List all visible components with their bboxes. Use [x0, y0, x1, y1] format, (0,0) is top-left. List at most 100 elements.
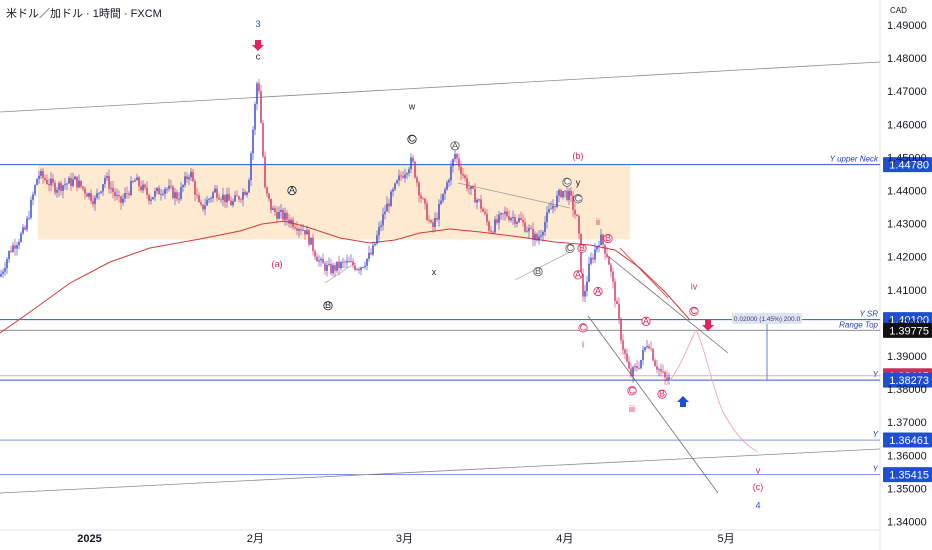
candle-body	[560, 190, 562, 198]
wave-labels: 2/33cwCAA(b)CyCiiBBC(a)xBAABivCACiCBiiiv…	[252, 19, 763, 511]
candle-body	[536, 234, 538, 241]
candle-body	[66, 183, 68, 185]
candle-body	[226, 194, 228, 203]
level-label: Range Top	[839, 320, 878, 329]
candle-body	[548, 209, 550, 213]
candle-body	[480, 199, 482, 209]
candle-body	[664, 372, 666, 378]
candle-body	[296, 228, 298, 231]
candle-body	[368, 252, 370, 259]
candle-body	[504, 211, 506, 214]
candle-body	[128, 193, 130, 196]
candle-body	[438, 203, 440, 220]
measure-tool: 0.02000 (1.45%) 200.0	[732, 313, 802, 381]
candle-body	[84, 188, 86, 194]
candle-body	[238, 196, 240, 200]
candle-body	[588, 263, 590, 282]
candle-body	[510, 218, 512, 221]
candle-body	[486, 213, 488, 222]
candle-body	[236, 195, 238, 197]
candle-body	[110, 187, 112, 189]
trendline	[324, 262, 356, 284]
candle-body	[72, 179, 74, 186]
candle-body	[564, 190, 566, 192]
candle-body	[446, 182, 448, 190]
candle-body	[18, 241, 20, 246]
wave-label-circle	[641, 316, 651, 326]
candle-body	[360, 267, 362, 271]
candle-body	[198, 195, 200, 203]
wave-label: C	[575, 193, 582, 203]
price-tick-label: 1.48000	[887, 53, 927, 65]
candle-body	[194, 181, 196, 195]
candle-body	[538, 236, 540, 241]
candle-body	[338, 261, 340, 269]
candle-body	[46, 179, 48, 185]
candle-body	[254, 104, 256, 130]
candle-body	[590, 257, 592, 264]
candle-body	[74, 176, 76, 180]
candle-body	[642, 350, 644, 360]
candle-body	[474, 188, 476, 203]
candle-body	[118, 195, 120, 197]
wave-label-circle	[593, 286, 603, 297]
candle-body	[414, 161, 416, 178]
candle-body	[16, 245, 18, 249]
wave-label: C	[580, 322, 587, 332]
candle-body	[44, 177, 46, 180]
candle-body	[568, 190, 570, 200]
candle-body	[88, 193, 90, 197]
candle-body	[404, 174, 406, 178]
candle-body	[604, 244, 606, 254]
wave-label: B	[325, 300, 331, 310]
range-zone	[38, 164, 630, 240]
candle-body	[184, 176, 186, 186]
candle-body	[644, 347, 646, 351]
candle-body	[92, 200, 94, 205]
wave-label-circle	[657, 389, 667, 399]
candle-body	[400, 175, 402, 177]
wave-label-circle	[450, 141, 460, 151]
candle-body	[120, 196, 122, 203]
candle-body	[298, 229, 300, 231]
wave-label: 3	[255, 19, 260, 29]
candle-body	[20, 233, 22, 242]
price-tick-label: 1.39000	[887, 351, 927, 363]
candle-body	[608, 257, 610, 265]
candle-body	[30, 199, 32, 218]
candle-body	[276, 212, 278, 219]
candle-body	[124, 193, 126, 199]
candle-body	[40, 171, 42, 176]
candle-body	[318, 260, 320, 262]
level-label: Y	[873, 430, 879, 439]
candle-body	[174, 192, 176, 199]
candle-body	[640, 359, 642, 369]
wave-label: C	[567, 243, 574, 253]
candle-body	[116, 195, 118, 196]
candle-body	[286, 212, 288, 220]
candle-body	[416, 177, 418, 183]
wave-label: x	[432, 267, 437, 277]
candle-body	[646, 346, 648, 348]
candle-body	[192, 171, 194, 182]
candle-body	[230, 200, 232, 206]
candle-body	[272, 208, 274, 211]
candle-body	[362, 267, 364, 268]
candle-body	[58, 183, 60, 190]
candle-body	[550, 208, 552, 210]
candle-body	[654, 360, 656, 367]
buy-arrow-icon	[677, 396, 689, 407]
candle-body	[500, 213, 502, 215]
currency-label: CAD	[890, 6, 907, 15]
candle-body	[218, 197, 220, 200]
candle-body	[364, 265, 366, 268]
candle-body	[32, 194, 34, 200]
candle-body	[496, 219, 498, 223]
wave-label: iii	[629, 404, 635, 414]
candle-body	[460, 166, 462, 175]
wave-label: (b)	[573, 151, 584, 161]
candle-body	[94, 197, 96, 205]
candle-body	[432, 222, 434, 228]
trendline	[0, 61, 881, 113]
